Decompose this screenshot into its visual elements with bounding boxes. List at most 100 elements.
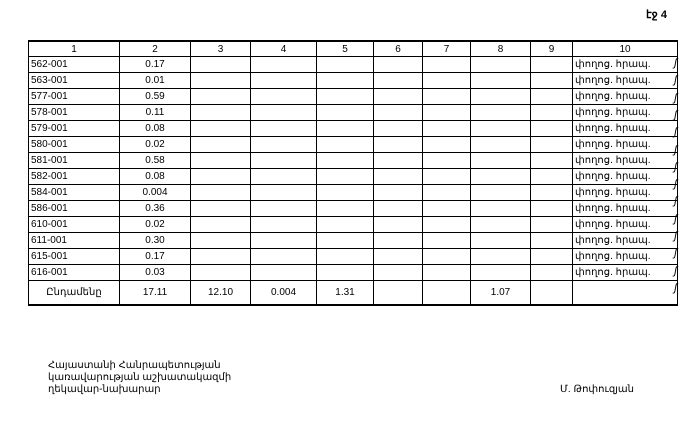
table-cell	[316, 120, 374, 137]
table-cell	[190, 264, 251, 281]
table-cell	[316, 72, 374, 89]
table-cell: 0.08	[119, 120, 191, 137]
table-cell	[190, 200, 251, 217]
table-cell	[190, 248, 251, 265]
table-cell	[422, 136, 471, 153]
table-cell: փողոց. հրապ.	[572, 136, 678, 153]
table-cell	[422, 152, 471, 169]
table-row: 578-001 0.11 փողոց. հրապ.	[28, 104, 678, 121]
page-number: էջ 4	[646, 9, 667, 21]
table-cell	[530, 168, 573, 185]
table-cell: 610-001	[28, 216, 120, 233]
table-cell	[190, 72, 251, 89]
table-cell	[250, 168, 317, 185]
table-cell	[316, 152, 374, 169]
table-cell	[316, 216, 374, 233]
table-cell: 0.004	[119, 184, 191, 201]
table-cell	[316, 136, 374, 153]
table-cell: փողոց. հրապ.	[572, 88, 678, 105]
handwritten-mark: ʃ	[674, 143, 678, 156]
table-cell	[422, 264, 471, 281]
table-cell	[316, 104, 374, 121]
table-cell: 0.17	[119, 56, 191, 73]
table-cell	[530, 152, 573, 169]
table-cell: փողոց. հրապ.	[572, 56, 678, 73]
table-cell	[373, 184, 423, 201]
table-cell	[373, 120, 423, 137]
table-cell	[250, 56, 317, 73]
table-cell	[250, 264, 317, 281]
total-cell: Ընդամենը	[28, 280, 120, 306]
table-row: 582-001 0.08 փողոց. հրապ.	[28, 168, 678, 185]
table-cell: 0.36	[119, 200, 191, 217]
table-cell: 582-001	[28, 168, 120, 185]
table-cell	[422, 232, 471, 249]
col-header: 6	[373, 40, 423, 57]
total-cell: 0.004	[250, 280, 317, 306]
table-cell	[316, 168, 374, 185]
table-cell	[530, 88, 573, 105]
col-header: 2	[119, 40, 191, 57]
col-header: 4	[250, 40, 317, 57]
table-cell	[250, 120, 317, 137]
table-cell	[373, 168, 423, 185]
table-row: 610-001 0.02 փողոց. հրապ.	[28, 216, 678, 233]
table-cell	[470, 120, 531, 137]
table-row: 616-001 0.03 փողոց. հրապ.	[28, 264, 678, 281]
total-cell	[422, 280, 471, 306]
handwritten-mark: ʃ	[674, 57, 678, 69]
table-cell	[530, 184, 573, 201]
handwritten-mark: ʃ	[674, 264, 678, 277]
table-cell	[530, 136, 573, 153]
table-cell: փողոց. հրապ.	[572, 248, 678, 265]
table-cell	[373, 104, 423, 121]
table-cell: 616-001	[28, 264, 120, 281]
col-header: 7	[422, 40, 471, 57]
table-row: 586-001 0.36 փողոց. հրապ.	[28, 200, 678, 217]
table-row: 562-001 0.17 փողոց. հրապ.	[28, 56, 678, 73]
table-cell	[190, 216, 251, 233]
table-cell	[470, 104, 531, 121]
table-cell	[470, 168, 531, 185]
table-cell	[190, 152, 251, 169]
table-cell: փողոց. հրապ.	[572, 264, 678, 281]
table-cell	[470, 200, 531, 217]
table-cell: 581-001	[28, 152, 120, 169]
table-cell	[470, 136, 531, 153]
handwritten-mark: ʃ	[674, 281, 678, 294]
table-cell	[250, 104, 317, 121]
handwritten-mark: ʃ	[674, 126, 678, 139]
table-cell	[316, 184, 374, 201]
total-cell	[530, 280, 573, 306]
table-cell	[250, 248, 317, 265]
table-cell	[470, 152, 531, 169]
table-row: 611-001 0.30 փողոց. հրապ.	[28, 232, 678, 249]
handwritten-mark: ʃ	[674, 212, 678, 225]
land-table: 1 2 3 4 5 6 7 8 9 10 562-001 0.17 փողոց. հ…	[28, 40, 678, 306]
table-cell: 0.03	[119, 264, 191, 281]
table-cell: 584-001	[28, 184, 120, 201]
table-row: 584-001 0.004 փողոց. հրապ.	[28, 184, 678, 201]
title-line: ղեկավար-նախարար	[48, 384, 161, 395]
table-cell: 562-001	[28, 56, 120, 73]
table-cell: 0.59	[119, 88, 191, 105]
table-cell	[373, 56, 423, 73]
signatory-name: Մ. Թոփուզյան	[560, 384, 634, 395]
table-cell	[470, 264, 531, 281]
total-cell: 17.11	[119, 280, 191, 306]
table-cell	[470, 248, 531, 265]
table-cell	[316, 88, 374, 105]
table-cell	[422, 216, 471, 233]
table-cell	[530, 72, 573, 89]
total-cell	[572, 280, 678, 306]
table-cell	[422, 88, 471, 105]
table-cell	[316, 56, 374, 73]
table-cell: 580-001	[28, 136, 120, 153]
table-cell	[250, 200, 317, 217]
table-cell: փողոց. հրապ.	[572, 200, 678, 217]
table-cell	[250, 216, 317, 233]
table-cell	[530, 104, 573, 121]
col-header: 9	[530, 40, 573, 57]
table-row: 580-001 0.02 փողոց. հրապ.	[28, 136, 678, 153]
table-cell	[422, 248, 471, 265]
